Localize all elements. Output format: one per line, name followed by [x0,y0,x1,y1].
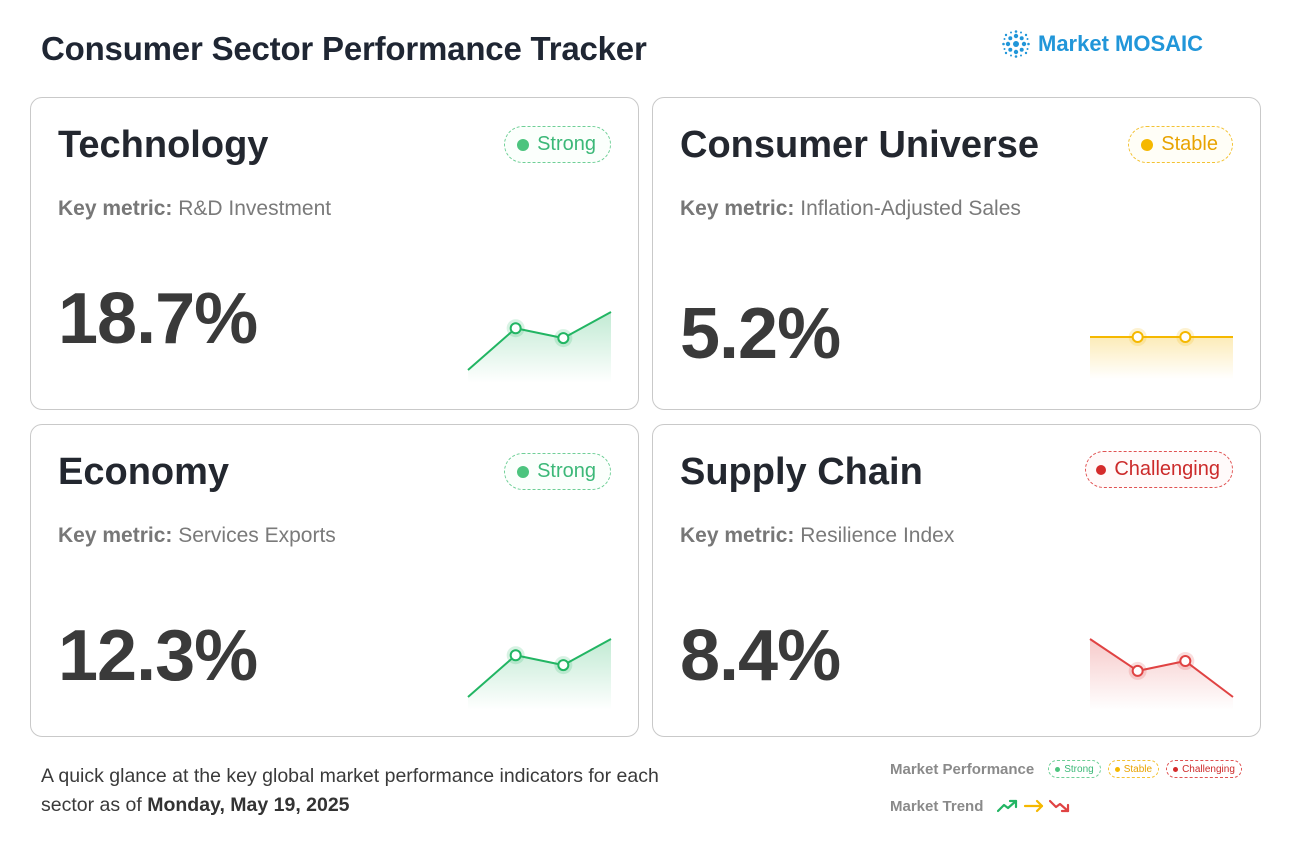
sparkline-area [468,639,611,710]
sparkline-area [468,312,611,383]
sparkline-line [1089,638,1234,698]
sparkline-area [1090,337,1233,379]
status-dot-icon [1173,766,1179,772]
sparkline-point [557,332,570,345]
legend-trend-row: Market Trend [890,795,1242,817]
sparkline-area [1090,639,1233,710]
status-dot-icon [517,138,530,151]
sparkline-point [1131,664,1144,677]
trend-flat-icon [1024,799,1044,813]
key-metric: Key metric: Resilience Index [680,524,954,548]
status-badge: Challenging [1085,451,1233,488]
legend-chip-stable: Stable [1107,760,1160,778]
key-metric-prefix: Key metric: [680,197,795,220]
dot-cluster-logo-icon [1002,30,1030,58]
card-economy: Economy Strong Key metric: Services Expo… [30,424,639,737]
status-badge: Stable [1128,126,1233,163]
key-metric-name: Resilience Index [800,524,955,547]
card-title: Supply Chain [680,451,923,493]
legend-chip-label: Challenging [1182,763,1235,775]
legend-performance-label: Market Performance [890,760,1035,778]
card-technology: Technology Strong Key metric: R&D Invest… [30,97,639,410]
key-metric-prefix: Key metric: [58,197,173,220]
status-dot-icon [1096,464,1107,475]
brand-name: Market MOSAIC [1038,31,1204,56]
status-label: Strong [537,460,596,482]
page-title: Consumer Sector Performance Tracker [41,30,647,67]
legend: Market Performance Strong Stable Challen… [890,758,1242,817]
metric-value: 18.7% [58,279,258,359]
status-dot-icon [1141,138,1154,151]
sparkline-chart [1090,328,1233,379]
key-metric-name: Inflation-Adjusted Sales [800,197,1021,220]
status-dot-icon [517,465,530,478]
footer-note-text: A quick glance at the key global market … [41,765,659,816]
metric-value: 12.3% [58,616,258,696]
trend-up-icon [997,799,1018,813]
legend-performance-row: Market Performance Strong Stable Challen… [890,758,1242,780]
key-metric-prefix: Key metric: [680,524,795,547]
status-dot-icon [1114,766,1120,772]
status-label: Strong [537,133,596,155]
card-title: Consumer Universe [680,124,1040,166]
status-badge: Strong [504,453,611,490]
status-dot-icon [1055,766,1061,772]
sparkline-point [1131,331,1144,343]
sparkline-chart [467,311,612,383]
card-consumer-universe: Consumer Universe Stable Key metric: Inf… [652,97,1261,410]
sparkline-point [509,322,522,335]
card-supply-chain: Supply Chain Challenging Key metric: Res… [652,424,1261,737]
sparkline-point [509,649,522,662]
sparkline-line [467,311,612,371]
key-metric-name: R&D Investment [178,197,332,220]
sparkline-chart [1089,638,1234,710]
brand-logo: Market MOSAIC [1002,30,1203,58]
trend-down-icon [1049,799,1070,813]
legend-chip-strong: Strong [1048,760,1101,778]
footer-date: Monday, May 19, 2025 [147,794,350,816]
key-metric-name: Services Exports [178,524,336,547]
metric-value: 8.4% [680,616,841,696]
metric-value: 5.2% [680,294,841,374]
legend-chip-label: Stable [1123,763,1153,775]
sparkline-chart [467,638,612,710]
key-metric: Key metric: Services Exports [58,524,336,548]
legend-trend-label: Market Trend [890,797,984,815]
sparkline-point [1179,331,1192,343]
key-metric: Key metric: Inflation-Adjusted Sales [680,197,1021,221]
sparkline-point [557,659,570,672]
status-label: Stable [1161,133,1218,155]
key-metric-prefix: Key metric: [58,524,173,547]
status-badge: Strong [504,126,611,163]
legend-chip-challenging: Challenging [1166,760,1242,778]
key-metric: Key metric: R&D Investment [58,197,331,221]
sparkline-line [467,638,612,698]
sparkline-point [1179,655,1192,668]
card-title: Technology [58,124,269,166]
trend-icons [997,798,1071,814]
legend-chip-label: Strong [1064,763,1094,775]
status-label: Challenging [1114,458,1220,480]
footer-note: A quick glance at the key global market … [41,762,691,820]
card-title: Economy [58,451,230,493]
